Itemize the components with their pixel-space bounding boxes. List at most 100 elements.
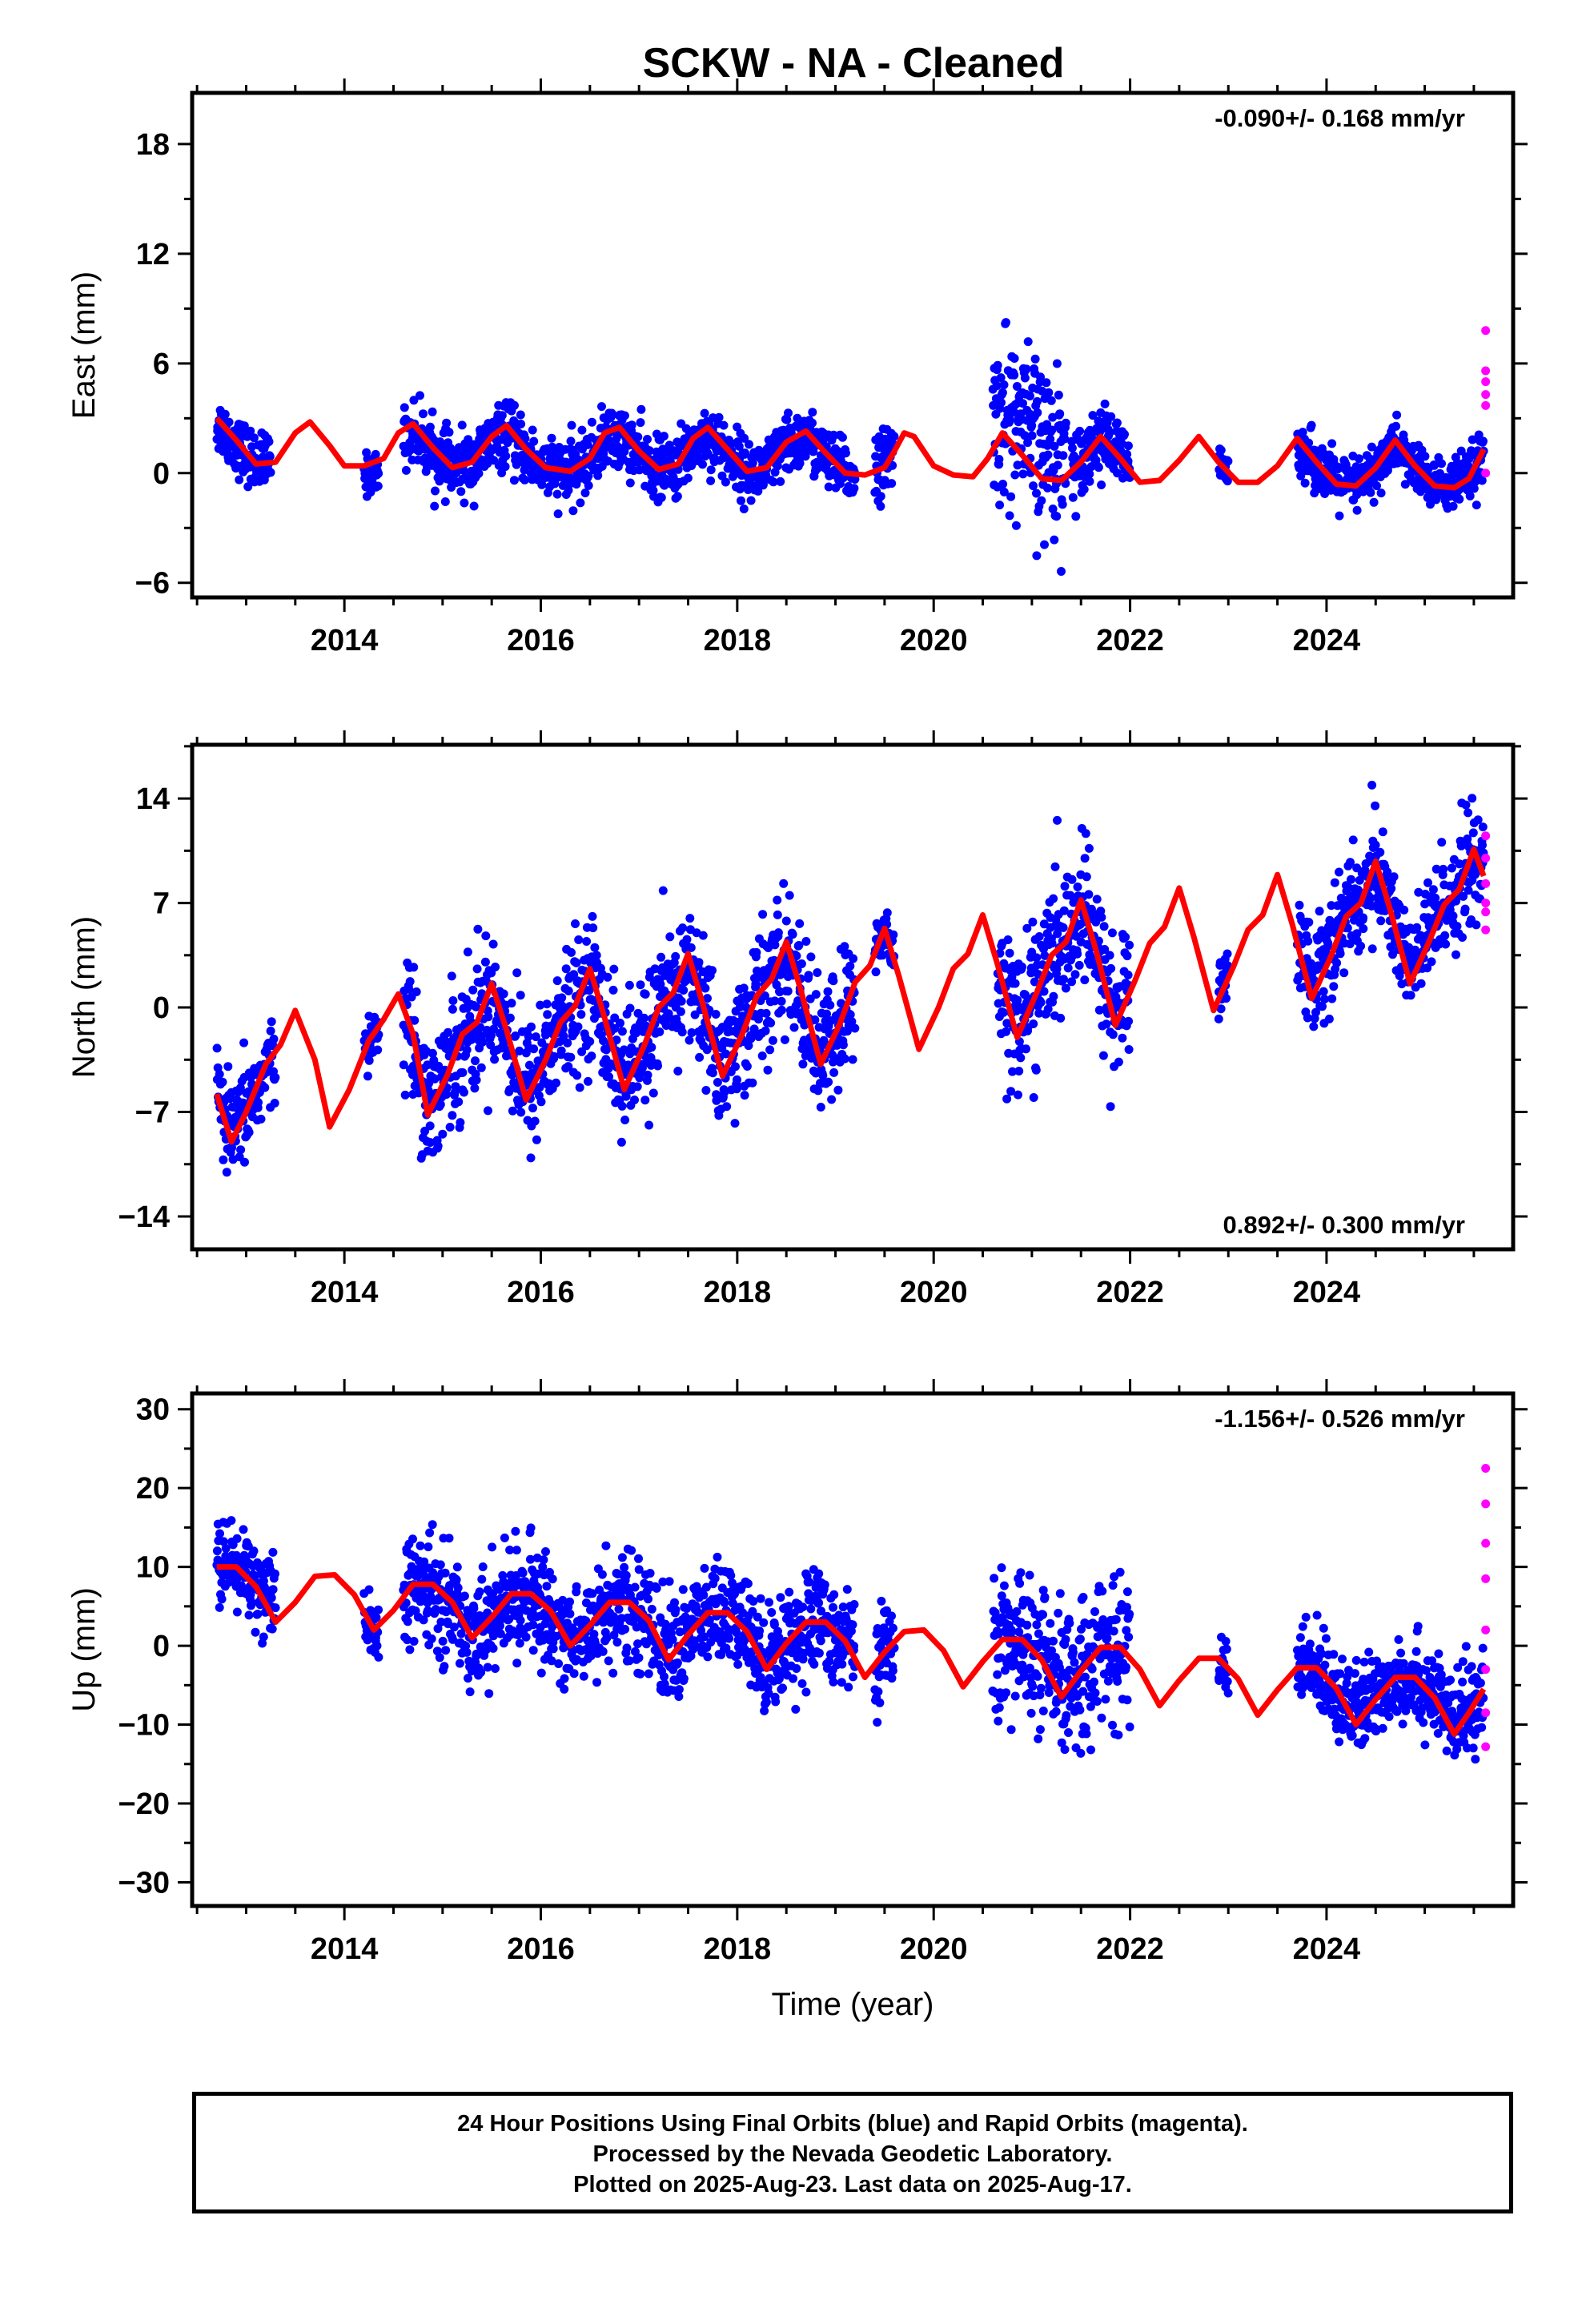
final-point xyxy=(655,1027,665,1036)
final-point xyxy=(543,1010,552,1019)
final-point xyxy=(400,403,409,412)
final-point xyxy=(1400,480,1410,489)
final-point xyxy=(516,991,525,1000)
final-point xyxy=(412,987,421,996)
final-point xyxy=(829,430,838,440)
final-point xyxy=(644,446,654,456)
final-point xyxy=(249,1546,259,1556)
final-point xyxy=(624,1656,634,1666)
final-point xyxy=(271,1569,279,1578)
final-point xyxy=(744,1041,753,1051)
final-point xyxy=(404,984,414,994)
final-point xyxy=(442,1090,452,1100)
final-point xyxy=(524,1031,533,1041)
final-point xyxy=(1371,801,1380,810)
final-point xyxy=(694,958,704,967)
final-point xyxy=(1335,511,1344,521)
final-point xyxy=(824,1077,833,1087)
final-point xyxy=(526,1523,536,1533)
final-point xyxy=(423,1060,432,1070)
final-point xyxy=(480,957,490,967)
final-point xyxy=(371,449,380,459)
final-point xyxy=(464,435,473,444)
final-point xyxy=(559,1031,568,1041)
final-point xyxy=(1121,932,1130,942)
final-point xyxy=(1014,1067,1024,1076)
final-point xyxy=(994,455,1004,464)
y-tick-label: −14 xyxy=(118,1200,170,1234)
final-point xyxy=(1074,960,1084,970)
final-point xyxy=(1005,511,1014,521)
final-point xyxy=(223,1062,233,1072)
final-point xyxy=(765,963,774,973)
final-point xyxy=(565,1609,575,1618)
final-point xyxy=(1304,918,1314,927)
final-point xyxy=(1063,963,1073,973)
final-point xyxy=(808,418,817,428)
final-point xyxy=(668,1634,677,1644)
final-point xyxy=(416,391,424,400)
final-point xyxy=(472,964,482,974)
final-point xyxy=(456,487,466,497)
final-point xyxy=(1479,436,1488,446)
x-tick-label: 2014 xyxy=(311,1276,379,1309)
final-point xyxy=(674,1692,684,1701)
final-point xyxy=(1067,444,1077,452)
final-point xyxy=(254,1098,263,1108)
final-point xyxy=(511,1031,520,1040)
final-point xyxy=(996,373,1006,383)
final-point xyxy=(486,1040,496,1050)
final-point xyxy=(713,1078,722,1087)
final-point xyxy=(219,1537,228,1546)
final-point xyxy=(644,1594,652,1604)
final-point xyxy=(409,963,419,972)
final-point xyxy=(428,1520,437,1530)
y-tick-label: 6 xyxy=(153,348,170,381)
final-point xyxy=(361,1029,370,1039)
final-point xyxy=(608,1668,618,1678)
final-point xyxy=(999,487,1009,497)
final-point xyxy=(478,1562,488,1571)
final-point xyxy=(488,1542,497,1552)
final-point xyxy=(441,1646,451,1655)
final-point xyxy=(1359,924,1368,934)
final-point xyxy=(588,911,597,921)
final-point xyxy=(1106,412,1116,421)
final-point xyxy=(1050,862,1060,871)
final-point xyxy=(227,1516,236,1526)
final-point xyxy=(597,1570,607,1579)
final-point xyxy=(795,459,805,468)
final-point xyxy=(239,1038,249,1047)
final-point xyxy=(444,1027,453,1037)
final-point xyxy=(489,1024,499,1034)
final-point xyxy=(247,1598,257,1608)
final-point xyxy=(1458,933,1467,942)
final-point xyxy=(1122,951,1132,961)
final-point xyxy=(779,879,789,888)
final-point xyxy=(1050,441,1059,451)
final-point xyxy=(270,1099,279,1108)
final-point xyxy=(597,402,606,412)
final-point xyxy=(1002,318,1010,328)
final-point xyxy=(215,1529,224,1538)
final-point xyxy=(1332,959,1342,967)
final-point xyxy=(496,1629,505,1638)
final-point xyxy=(236,1145,246,1155)
final-point xyxy=(734,441,744,451)
final-point xyxy=(516,420,526,428)
final-point xyxy=(405,1645,415,1655)
final-point xyxy=(1439,864,1448,874)
final-point xyxy=(1049,991,1058,1001)
final-point xyxy=(560,1674,569,1683)
final-point xyxy=(512,1546,521,1555)
final-point xyxy=(420,1557,429,1566)
final-point xyxy=(1018,399,1027,408)
final-point xyxy=(1412,923,1422,932)
plot-frame xyxy=(190,742,1516,1252)
final-point xyxy=(687,1028,697,1037)
final-point xyxy=(605,1059,615,1068)
final-point xyxy=(1355,454,1363,464)
final-point xyxy=(1082,872,1091,882)
final-point xyxy=(644,1120,654,1130)
final-point xyxy=(447,971,456,981)
